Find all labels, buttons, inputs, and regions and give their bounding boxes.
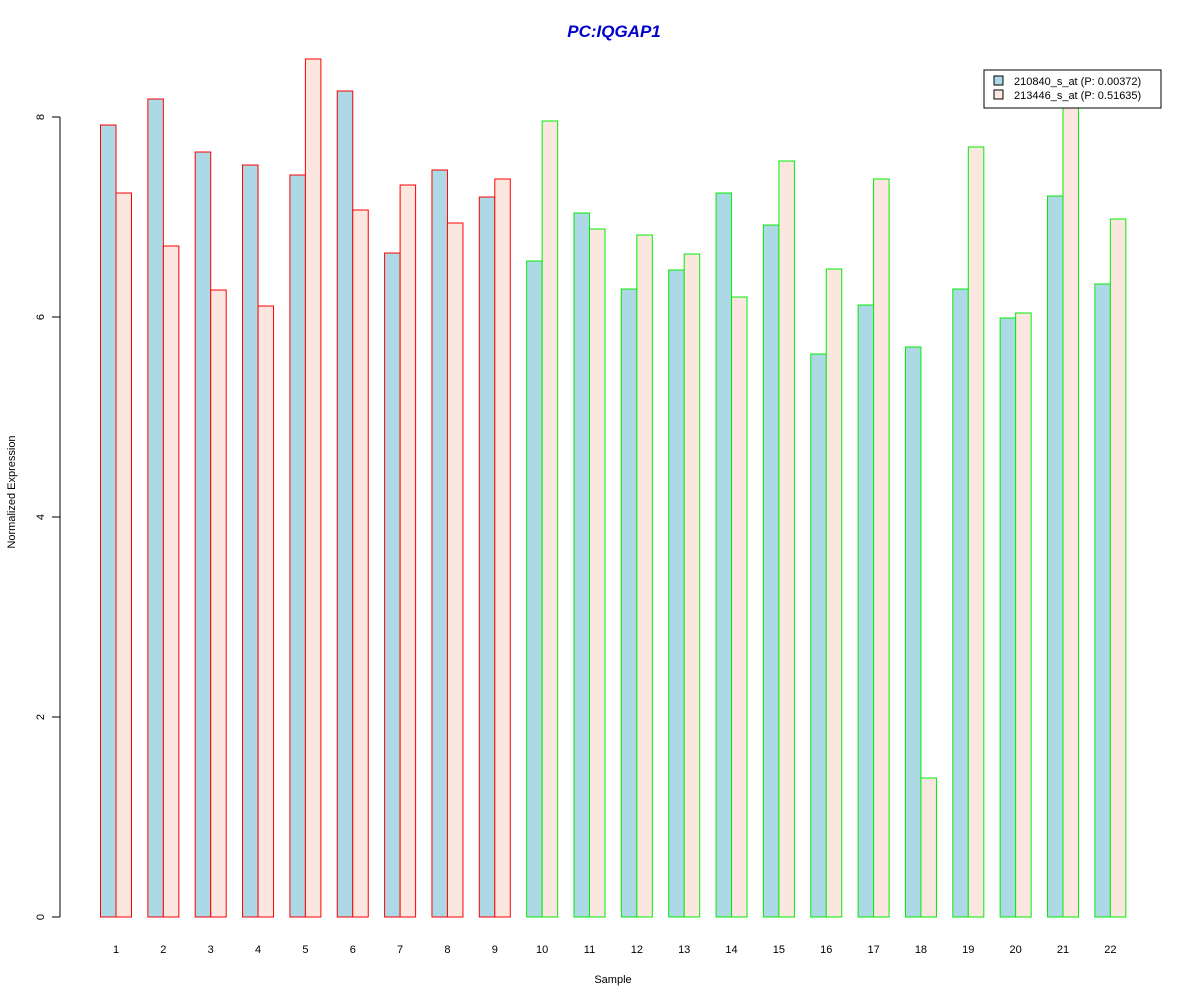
bar-series-1-sample-11 — [573, 212, 590, 918]
bar-series-2-sample-6 — [352, 209, 369, 918]
bar-series-1-sample-14 — [715, 192, 733, 918]
y-tick-label: 2 — [35, 714, 47, 720]
bar-series-1-sample-7 — [384, 252, 401, 918]
x-tick-label: 1 — [113, 944, 119, 956]
bar-series-1-sample-9 — [478, 196, 496, 918]
y-tick-label: 4 — [35, 514, 47, 520]
x-tick-label: 4 — [255, 944, 261, 956]
bar-series-2-sample-2 — [162, 245, 180, 918]
bar-series-2-sample-21 — [1062, 104, 1079, 918]
bar-series-1-sample-12 — [620, 288, 638, 918]
x-tick-label: 18 — [915, 944, 927, 956]
x-tick-label: 22 — [1104, 944, 1116, 956]
x-tick-label: 10 — [536, 944, 548, 956]
bar-series-2-sample-1 — [115, 192, 132, 918]
bars — [100, 58, 1127, 918]
bar-series-2-sample-15 — [778, 160, 795, 918]
legend-swatch — [993, 75, 1004, 86]
x-tick-label: 15 — [773, 944, 785, 956]
x-tick-label: 17 — [867, 944, 879, 956]
bar-series-1-sample-10 — [526, 260, 543, 918]
bar-series-1-sample-20 — [999, 317, 1017, 918]
bar-series-2-sample-19 — [967, 146, 985, 918]
bar-series-1-sample-8 — [431, 169, 448, 918]
x-tick-label: 2 — [160, 944, 166, 956]
x-tick-label: 8 — [444, 944, 450, 956]
x-tick-label: 5 — [302, 944, 308, 956]
x-tick-label: 6 — [350, 944, 356, 956]
bar-series-2-sample-9 — [494, 178, 511, 918]
x-tick-label: 16 — [820, 944, 832, 956]
x-tick-label: 3 — [208, 944, 214, 956]
y-tick-label: 8 — [35, 114, 47, 120]
legend-swatch — [993, 89, 1004, 100]
bar-series-1-sample-21 — [1047, 195, 1064, 918]
bar-series-1-sample-16 — [810, 353, 827, 918]
chart-title: PC:IQGAP1 — [567, 22, 661, 41]
x-tick-label: 7 — [397, 944, 403, 956]
bar-series-2-sample-13 — [683, 253, 701, 918]
bar-series-2-sample-10 — [541, 120, 559, 918]
bar-series-2-sample-5 — [304, 58, 322, 918]
bar-series-1-sample-6 — [336, 90, 354, 918]
legend: 210840_s_at (P: 0.00372) 213446_s_at (P: … — [983, 69, 1162, 109]
bar-series-1-sample-13 — [668, 269, 685, 918]
bar-series-1-sample-19 — [952, 288, 969, 918]
bar-series-1-sample-15 — [762, 224, 780, 918]
x-tick-label: 13 — [678, 944, 690, 956]
legend-label: 210840_s_at (P: 0.00372) — [1014, 76, 1141, 88]
bar-series-2-sample-17 — [873, 178, 890, 918]
x-tick-label: 14 — [725, 944, 737, 956]
bar-series-2-sample-4 — [257, 305, 275, 918]
bar-series-1-sample-17 — [857, 304, 875, 918]
x-tick-label: 21 — [1057, 944, 1069, 956]
x-tick-label: 19 — [962, 944, 974, 956]
y-axis: 0 2 4 6 8 — [35, 114, 61, 920]
bar-series-2-sample-18 — [920, 777, 937, 918]
bar-series-2-sample-12 — [636, 234, 653, 918]
x-axis-label: Sample — [594, 974, 631, 986]
bar-series-2-sample-8 — [446, 222, 464, 918]
bar-series-2-sample-14 — [731, 296, 748, 918]
x-tick-label: 20 — [1010, 944, 1022, 956]
x-tick-label: 9 — [492, 944, 498, 956]
bar-series-2-sample-20 — [1015, 312, 1032, 918]
bar-series-2-sample-16 — [825, 268, 843, 918]
bar-series-1-sample-4 — [242, 164, 259, 918]
bar-series-2-sample-11 — [589, 228, 606, 918]
x-tick-label: 11 — [584, 944, 595, 956]
bar-series-1-sample-1 — [100, 124, 117, 918]
x-tick-labels: 1 2 3 4 5 6 7 8 9 10 11 12 13 14 15 16 17 18 19 20 21 22 — [113, 944, 1117, 956]
legend-label: 213446_s_at (P: 0.51635) — [1014, 90, 1141, 102]
x-tick-label: 12 — [631, 944, 643, 956]
bar-series-1-sample-2 — [147, 98, 164, 918]
legend-box — [983, 69, 1162, 109]
bar-series-2-sample-3 — [210, 289, 227, 918]
bar-series-2-sample-22 — [1109, 218, 1127, 918]
y-axis-label: Normalized Expression — [6, 435, 18, 548]
bar-series-1-sample-3 — [194, 151, 212, 918]
y-tick-label: 6 — [35, 314, 47, 320]
bar-series-1-sample-5 — [289, 174, 306, 918]
bar-series-1-sample-22 — [1094, 283, 1111, 918]
bar-series-2-sample-7 — [399, 184, 417, 918]
y-tick-label: 0 — [35, 914, 47, 920]
bar-series-1-sample-18 — [904, 346, 922, 918]
